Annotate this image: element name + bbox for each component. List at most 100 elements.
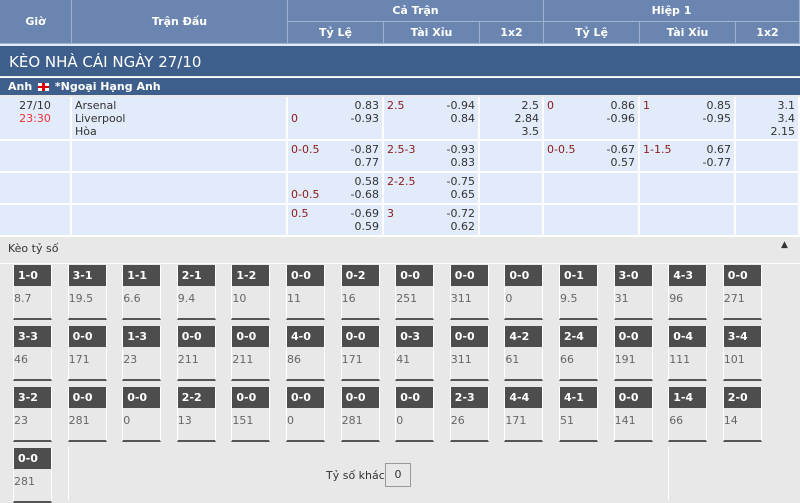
score-option[interactable]: 0-0 151 [231, 387, 271, 442]
score-label: 0-0 [68, 326, 106, 347]
score-option[interactable]: 0-2 16 [340, 265, 380, 320]
score-option[interactable]: 1-3 23 [122, 326, 162, 381]
odds-cell[interactable]: 2.5 2.84 3.5 [480, 97, 544, 141]
odds-cell[interactable]: 3 -0.72 0.62 [384, 205, 480, 237]
score-option[interactable]: 1-2 10 [231, 265, 271, 320]
score-odds: 13 [177, 414, 192, 427]
score-option[interactable]: 2-0 14 [722, 387, 762, 442]
league-row[interactable]: Anh *Ngoại Hạng Anh [0, 77, 800, 95]
score-option[interactable]: 0-0 0 [122, 387, 162, 442]
score-label: 1-3 [123, 326, 161, 347]
score-option[interactable]: 4-1 51 [559, 387, 598, 442]
score-label: 1-2 [232, 265, 270, 286]
other-score-value[interactable]: 0 [385, 463, 411, 487]
odds-cell [0, 205, 72, 237]
score-option[interactable]: 3-2 23 [13, 387, 52, 442]
score-option[interactable]: 1-4 66 [668, 387, 708, 442]
score-option[interactable]: 0-4 111 [668, 326, 708, 381]
score-option[interactable]: 4-2 61 [504, 326, 544, 381]
score-label: 0-0 [232, 387, 270, 408]
score-option[interactable]: 4-3 96 [668, 265, 708, 320]
score-option[interactable]: 1-1 6.6 [122, 265, 162, 320]
odds-value: 0.77 [354, 156, 380, 169]
odds-cell[interactable]: 0.5 -0.69 0.59 [288, 205, 384, 237]
score-label: 0-0 [614, 326, 652, 347]
score-odds: 311 [450, 353, 472, 366]
score-option[interactable]: 3-4 101 [722, 326, 762, 381]
odds-cell[interactable]: 0 0.86 -0.96 [544, 97, 640, 141]
odds-cell[interactable]: 1 0.85 -0.95 [640, 97, 736, 141]
odds-value: 0.58 [354, 175, 380, 188]
match-date: 27/10 [19, 99, 51, 112]
correct-score-header[interactable]: Kèo tỷ số ▲ [0, 235, 800, 264]
handicap-line: 0 [547, 99, 554, 112]
other-score-label: Tỷ số khác [326, 469, 385, 482]
odds-cell [480, 173, 544, 205]
odds-cell[interactable]: 0-0.5 -0.87 0.77 [288, 141, 384, 173]
score-odds: 11 [287, 292, 301, 305]
score-option[interactable]: 2-2 13 [176, 387, 216, 442]
match-time: 23:30 [19, 112, 51, 125]
score-label: 4-1 [560, 387, 597, 408]
score-option[interactable]: 0-1 9.5 [559, 265, 598, 320]
score-option[interactable]: 0-0 11 [286, 265, 325, 320]
score-label: 4-2 [505, 326, 543, 347]
score-option[interactable]: 0-0 0 [504, 265, 544, 320]
score-option[interactable]: 0-0 281 [340, 387, 380, 442]
score-odds: 8.7 [14, 292, 32, 305]
score-option[interactable]: 0-0 0 [286, 387, 325, 442]
handicap-line: 0.5 [291, 207, 309, 220]
score-option[interactable]: 0-0 191 [613, 326, 653, 381]
odds-cell[interactable]: 2.5 -0.94 0.84 [384, 97, 480, 141]
score-option[interactable]: 0-0 311 [449, 265, 489, 320]
odds-value: 0.57 [610, 156, 636, 169]
odds-value: 2.5 [521, 99, 540, 112]
score-option[interactable]: 0-0 141 [613, 387, 653, 442]
odds-cell [0, 141, 72, 173]
score-label: 0-2 [341, 265, 379, 286]
score-option[interactable]: 3-3 46 [13, 326, 52, 381]
score-option[interactable]: 0-0 171 [67, 326, 107, 381]
odds-cell [72, 141, 288, 173]
score-option[interactable]: 0-0 171 [340, 326, 380, 381]
score-option[interactable]: 4-4 171 [504, 387, 544, 442]
score-option[interactable]: 0-0 271 [722, 265, 762, 320]
odds-value: 3.1 [777, 99, 796, 112]
score-option[interactable]: 4-0 86 [286, 326, 325, 381]
odds-value: -0.96 [606, 112, 635, 125]
score-option[interactable]: 2-1 9.4 [176, 265, 216, 320]
score-option[interactable]: 2-3 26 [449, 387, 489, 442]
odds-cell[interactable]: 1-1.5 0.67 -0.77 [640, 141, 736, 173]
score-option[interactable]: 1-0 8.7 [13, 265, 52, 320]
score-option[interactable]: 3-0 31 [613, 265, 653, 320]
score-option[interactable]: 0-0 211 [231, 326, 271, 381]
odds-cell[interactable]: 0-0.5 -0.67 0.57 [544, 141, 640, 173]
odds-cell[interactable]: 27/10 23:30 [0, 97, 72, 141]
score-option[interactable]: 0-0 0 [395, 387, 435, 442]
odds-cell[interactable]: 2.5-3 -0.93 0.83 [384, 141, 480, 173]
away-team: Liverpool [75, 112, 126, 125]
score-option[interactable]: 0-0 311 [449, 326, 489, 381]
score-label: 3-0 [614, 265, 652, 286]
odds-cell[interactable]: 0-0.5 0.58 -0.68 [288, 173, 384, 205]
odds-value: -0.93 [350, 112, 379, 125]
odds-cell[interactable]: 3.1 3.4 2.15 [736, 97, 800, 141]
score-odds: 66 [669, 414, 684, 427]
odds-cell[interactable]: Arsenal Liverpool Hòa [72, 97, 288, 141]
score-option[interactable]: 3-1 19.5 [67, 265, 107, 320]
score-odds: 141 [614, 414, 636, 427]
score-option[interactable]: 0-0 281 [13, 448, 52, 503]
score-option[interactable]: 0-3 41 [395, 326, 435, 381]
odds-cell[interactable]: 2-2.5 -0.75 0.65 [384, 173, 480, 205]
score-option[interactable]: 0-0 281 [67, 387, 107, 442]
england-flag-icon [38, 83, 50, 91]
odds-cell[interactable]: 0 0.83 -0.93 [288, 97, 384, 141]
score-odds: 0 [287, 414, 294, 427]
odds-value: 0.83 [354, 99, 380, 112]
collapse-arrow-icon[interactable]: ▲ [781, 240, 788, 250]
score-odds: 101 [723, 353, 745, 366]
score-option[interactable]: 2-4 66 [559, 326, 598, 381]
score-label: 4-0 [287, 326, 324, 347]
score-option[interactable]: 0-0 251 [395, 265, 435, 320]
score-option[interactable]: 0-0 211 [176, 326, 216, 381]
